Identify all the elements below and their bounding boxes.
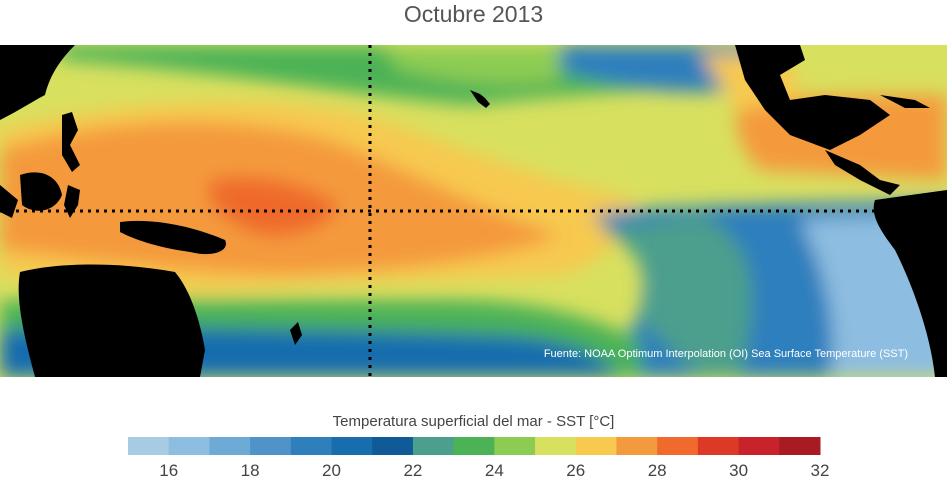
philippines-land [62, 112, 80, 172]
colorbar-swatch [616, 437, 658, 455]
colorbar-swatch [128, 437, 170, 455]
colorbar-swatch [779, 437, 821, 455]
sumatra-land [0, 185, 18, 218]
sst-cold-tongue-edge [600, 215, 752, 377]
sst-hot-core [208, 176, 340, 236]
colorbar-swatch [657, 437, 699, 455]
colorbar-swatch [331, 437, 373, 455]
cuba-land [880, 95, 930, 108]
data-source-credit: Fuente: NOAA Optimum Interpolation (OI) … [543, 348, 908, 360]
colorbar-swatch [453, 437, 495, 455]
colorbar-tick-label: 20 [322, 461, 341, 480]
colorbar-swatch [290, 437, 333, 455]
new-zealand-land [290, 322, 302, 345]
colorbar-swatch [209, 437, 251, 455]
colorbar-swatch [168, 437, 210, 455]
colorbar-tick-label: 32 [810, 461, 830, 480]
map-title: Octubre 2013 [403, 1, 544, 27]
borneo-land [20, 172, 62, 211]
colorbar-swatch [697, 437, 740, 455]
colorbar-swatch [738, 437, 780, 455]
colorbar-swatch [250, 437, 292, 455]
colorbar-tick-label: 24 [484, 461, 504, 480]
colorbar-tick-label: 22 [403, 461, 423, 480]
australia-land [18, 264, 205, 377]
south-america-land [873, 190, 947, 377]
colorbar-swatch [494, 437, 536, 455]
sst-band-north-cold [520, 45, 760, 92]
north-america-land [735, 45, 890, 150]
sulawesi-land [64, 185, 80, 218]
colorbar-tick-label: 16 [159, 461, 179, 480]
colorbar-tick-label: 30 [729, 461, 749, 480]
hawaii-land [470, 90, 490, 108]
colorbar-tick-label: 26 [566, 461, 586, 480]
colorbar-swatch [575, 437, 617, 455]
colorbar-swatch [372, 437, 414, 455]
sst-band-north-green [380, 45, 560, 85]
asia-land [0, 45, 75, 120]
new-guinea-land [120, 220, 226, 255]
colorbar-tick-label: 28 [647, 461, 667, 480]
colorbar-swatch [535, 437, 577, 455]
colorbar-swatch [412, 437, 455, 455]
colorbar-title: Temperatura superficial del mar - SST [°… [332, 413, 615, 430]
central-america-land [825, 150, 900, 195]
land [0, 45, 947, 377]
colorbar-tick-label: 18 [240, 461, 260, 480]
